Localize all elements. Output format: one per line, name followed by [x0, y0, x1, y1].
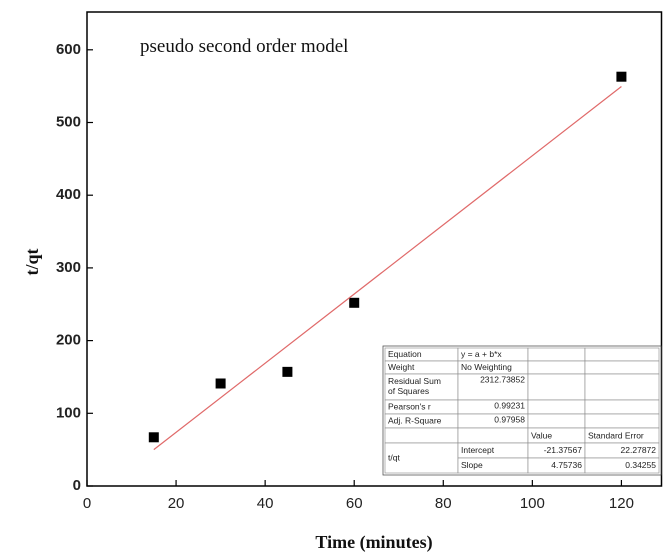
stat-label: Pearson's r: [388, 401, 431, 411]
table-cell: [527, 360, 586, 375]
param-error: 0.34255: [625, 460, 656, 470]
group-label: t/qt: [388, 452, 400, 462]
table-cell: [584, 373, 660, 401]
param-value: 4.75736: [551, 460, 582, 470]
point: [616, 71, 627, 82]
column-header: Value: [531, 430, 552, 440]
table-cell: [584, 347, 660, 362]
table-cell: [527, 347, 586, 362]
fit-table: Equation y = a + b*x Weight No Weighting Res…: [382, 345, 662, 476]
x-tick-label: 80: [435, 495, 452, 512]
table-cell: [457, 427, 529, 444]
x-tick-label: 40: [257, 495, 274, 512]
param-name: Slope: [461, 460, 483, 470]
stat-label: Weight: [388, 362, 415, 372]
stat-label-line: of Squares: [388, 386, 429, 396]
table-cell: [584, 360, 660, 375]
x-tick-label: 100: [520, 495, 545, 512]
y-axis-label: t/qt: [22, 248, 42, 275]
stat-label: Equation: [388, 349, 422, 359]
y-tick-label: 400: [56, 186, 81, 203]
y-tick-label: 600: [56, 41, 81, 58]
stat-label: Residual Sum of Squares: [388, 376, 441, 396]
fit-line: [153, 86, 622, 451]
x-tick-label: 0: [83, 495, 91, 512]
stat-label-line: Residual Sum: [388, 376, 441, 386]
stat-value: No Weighting: [461, 362, 512, 372]
stat-label: Adj. R-Square: [388, 415, 442, 425]
x-tick-label: 60: [346, 495, 363, 512]
table-cell: [527, 399, 586, 415]
annotation: pseudo second order model: [140, 36, 348, 57]
x-axis-label: Time (minutes): [315, 532, 432, 553]
y-tick-label: 500: [56, 113, 81, 130]
y-tick-label: 300: [56, 259, 81, 276]
point: [148, 432, 159, 443]
stat-value: 2312.73852: [480, 374, 525, 384]
y-tick-label: 0: [73, 477, 81, 494]
column-header: Standard Error: [588, 430, 644, 440]
table-cell: [457, 373, 529, 401]
param-error: 22.27872: [621, 445, 657, 455]
table-cell: [584, 413, 660, 429]
table-cell: [384, 442, 459, 474]
table-cell: [584, 399, 660, 415]
point: [349, 297, 360, 308]
x-tick-label: 120: [609, 495, 634, 512]
point: [215, 378, 226, 389]
table-cell: [384, 427, 459, 444]
y-tick-label: 200: [56, 332, 81, 349]
x-tick-label: 20: [168, 495, 185, 512]
table-cell: [527, 413, 586, 429]
point: [282, 366, 293, 377]
table-cell: [384, 373, 459, 401]
param-value: -21.37567: [544, 445, 583, 455]
param-name: Intercept: [461, 445, 495, 455]
stat-value: y = a + b*x: [461, 349, 502, 359]
table-cell: [527, 373, 586, 401]
plot-frame: [86, 11, 663, 487]
y-tick-label: 100: [56, 404, 81, 421]
stat-value: 0.97958: [494, 414, 525, 424]
stat-value: 0.99231: [494, 400, 525, 410]
table-cell: [584, 457, 660, 474]
